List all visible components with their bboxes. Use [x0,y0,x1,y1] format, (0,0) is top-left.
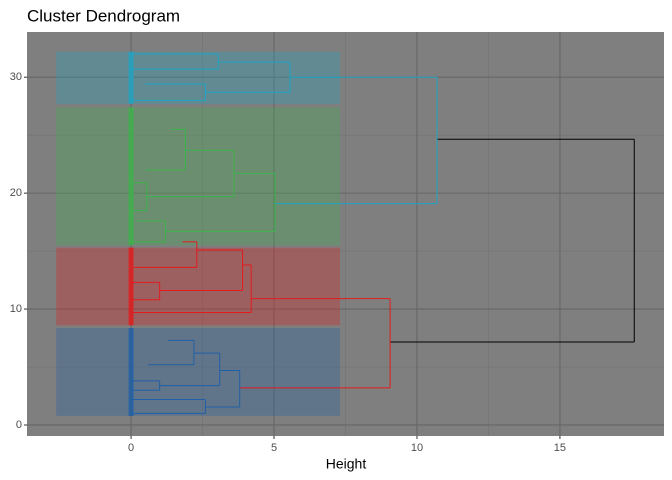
x-axis-label: Height [326,456,367,472]
x-tick-label: 15 [554,442,566,454]
x-tick-label: 0 [128,442,134,454]
y-tick-label: 30 [10,71,22,83]
cluster-box [56,107,341,246]
cluster-box [56,328,341,416]
y-tick-label: 10 [10,303,22,315]
chart-title: Cluster Dendrogram [27,6,180,25]
x-tick-label: 10 [411,442,423,454]
cluster-box [56,51,341,104]
y-tick-label: 20 [10,187,22,199]
cluster-box [56,247,341,326]
x-tick-label: 5 [271,442,277,454]
y-tick-label: 0 [16,419,22,431]
